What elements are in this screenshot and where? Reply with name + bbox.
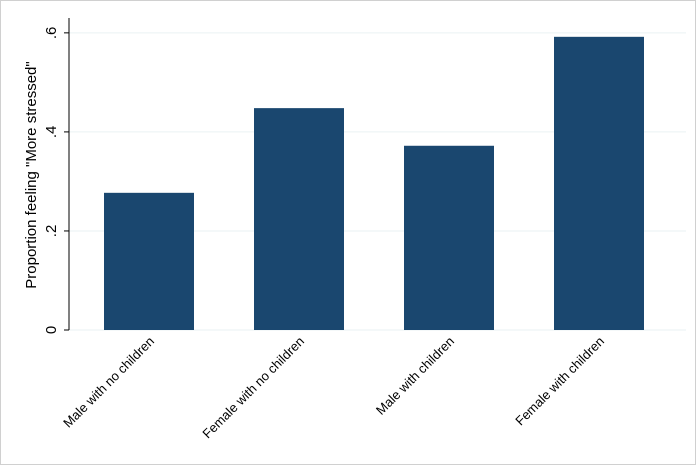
bar [104, 192, 194, 330]
y-axis-title: Proportion feeling "More stressed" [23, 61, 40, 288]
y-tick-label: .4 [43, 126, 60, 139]
y-tick-label: 0 [43, 326, 60, 334]
bar [404, 145, 494, 330]
y-tick-label: .6 [43, 27, 60, 40]
bar [254, 108, 344, 330]
bar [554, 36, 644, 331]
y-tick-label: .2 [43, 225, 60, 238]
